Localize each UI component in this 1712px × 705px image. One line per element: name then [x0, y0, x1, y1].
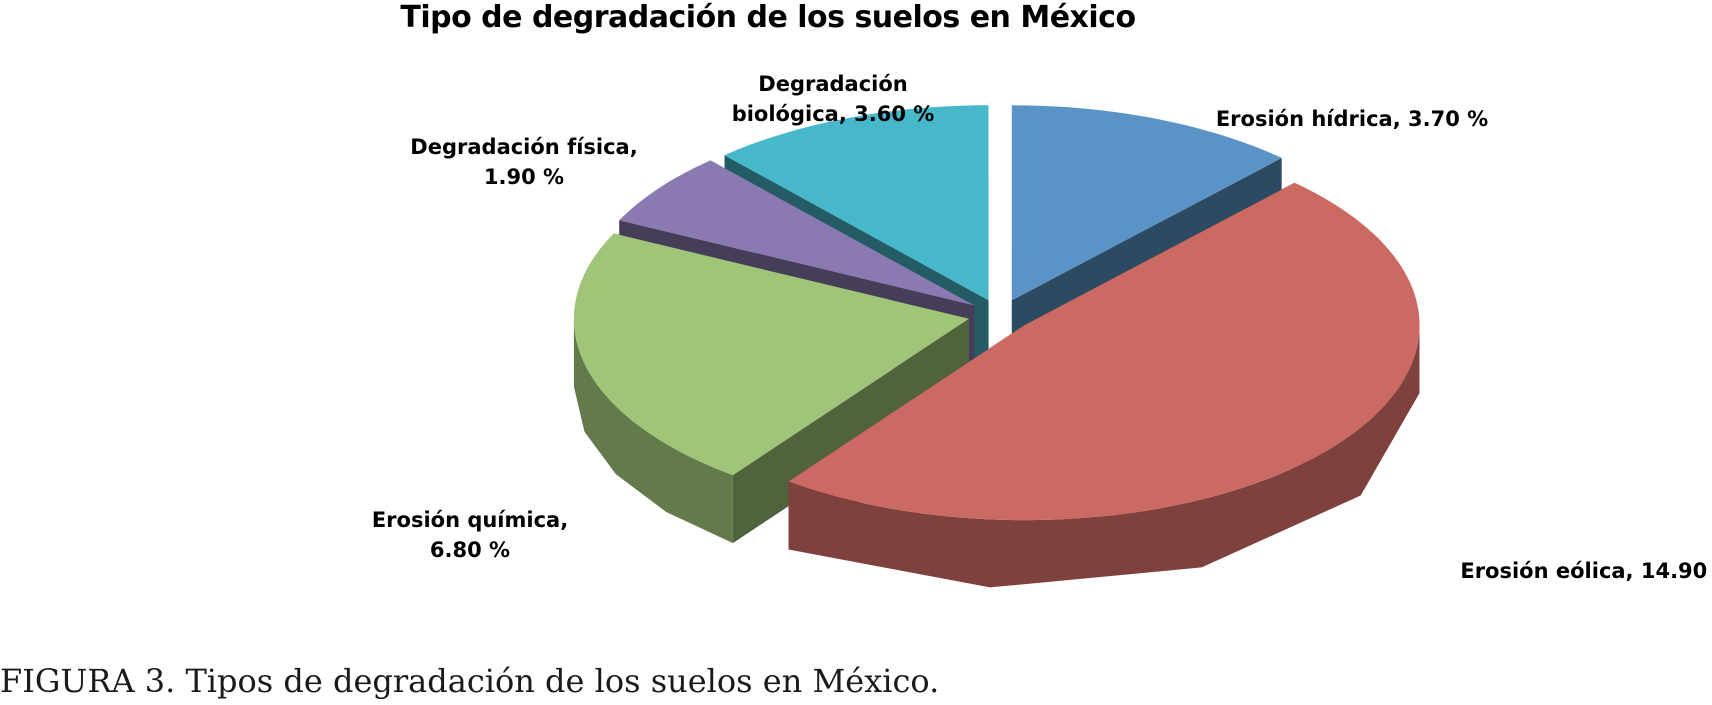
chart-title-text: Tipo de degradación de los suelos en Méx… [400, 0, 1136, 35]
slice-label-line1-erosion-quimica: Erosión química, [372, 508, 568, 532]
slice-label-line1-degradacion-fisica: Degradación física, [410, 135, 637, 159]
slice-label-erosion-eolica: Erosión eólica, 14.90 % [1460, 559, 1712, 583]
slice-label-degradacion-biologica: Degradación biológica, 3.60 % [732, 72, 935, 126]
slice-label-degradacion-fisica: Degradación física, 1.90 % [410, 135, 637, 189]
slice-label-line1-degradacion-biologica: Degradación [758, 72, 907, 96]
slice-label-line1-erosion-hidrica: Erosión hídrica, 3.70 % [1216, 107, 1488, 131]
pie-tops [573, 105, 1420, 521]
slice-label-erosion-quimica: Erosión química, 6.80 % [372, 508, 568, 562]
slice-erosion-quimica [573, 233, 969, 476]
slice-degradacion-fisica [619, 160, 975, 306]
slice-erosion-hidrica [1011, 105, 1282, 301]
slice-wall-erosion-eolica-0 [788, 325, 1420, 588]
figure-caption: FIGURA 3. Tipos de degradación de los su… [0, 662, 940, 700]
slice-wall-erosion-quimica-0 [573, 318, 733, 544]
chart-title: Tipo de degradación de los suelos en Méx… [0, 0, 1712, 35]
slice-labels: Degradación biológica, 3.60 % Erosión hídr… [372, 72, 1712, 583]
slice-erosion-eolica [788, 182, 1420, 521]
slice-label-line1-erosion-eolica: Erosión eólica, 14.90 % [1460, 559, 1712, 583]
slice-degradacion-biologica [724, 105, 989, 301]
slice-label-line2-erosion-quimica: 6.80 % [430, 538, 510, 562]
slice-label-erosion-hidrica: Erosión hídrica, 3.70 % [1216, 107, 1488, 131]
slice-label-line2-degradacion-biologica: biológica, 3.60 % [732, 102, 935, 126]
slice-label-line2-degradacion-fisica: 1.90 % [484, 165, 564, 189]
